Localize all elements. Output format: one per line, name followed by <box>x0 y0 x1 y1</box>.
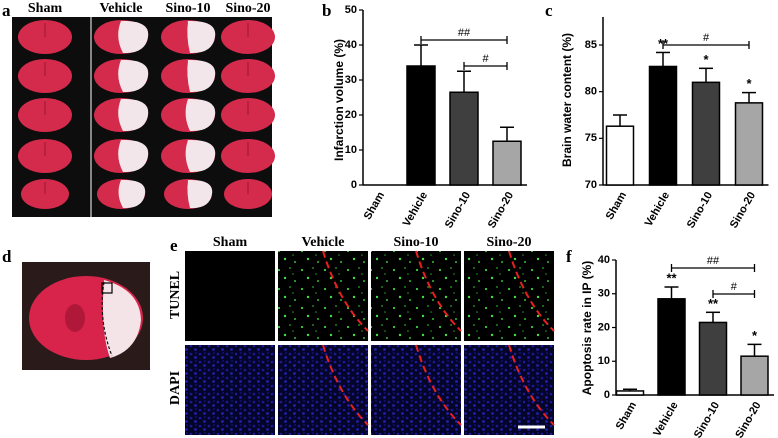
bar <box>734 102 764 186</box>
y-tick-label: 40 <box>598 254 610 266</box>
x-tick-label: Vehicle <box>401 190 430 229</box>
column-header: Sino-20 <box>225 1 270 16</box>
x-tick-label: Sham <box>614 400 639 432</box>
bar <box>605 125 635 186</box>
column-header: Sino-10 <box>165 1 210 16</box>
significance-mark: ** <box>708 296 719 311</box>
border-line <box>322 344 369 426</box>
bar <box>406 65 436 186</box>
infarct-area <box>187 20 216 54</box>
y-tick-label: 80 <box>585 86 597 98</box>
infarct-area <box>185 98 216 132</box>
infarct-area <box>118 98 149 132</box>
x-tick-label: Sham <box>362 190 387 222</box>
significance-mark: * <box>746 76 752 91</box>
micrograph <box>185 251 275 341</box>
y-tick-label: 20 <box>598 321 610 333</box>
column-header: Sino-10 <box>393 235 438 250</box>
border-line <box>415 250 462 332</box>
bar <box>615 390 645 396</box>
x-tick-label: Sino-10 <box>685 190 715 230</box>
x-tick-label: Sino-20 <box>728 190 758 230</box>
y-tick-label: 50 <box>345 4 357 16</box>
micrograph <box>371 345 461 435</box>
border-line <box>322 250 369 332</box>
column-header: Sino-20 <box>486 235 531 250</box>
micrograph <box>278 345 368 435</box>
comparison-label: # <box>731 281 738 293</box>
y-axis-label: Brain water content (%) <box>560 33 574 167</box>
comparison-label: # <box>703 32 710 44</box>
bar <box>449 91 479 186</box>
y-tick-label: 85 <box>585 39 597 51</box>
x-tick-label: Sino-10 <box>692 400 722 438</box>
y-tick-label: 75 <box>585 132 597 144</box>
row-header: DAPI <box>168 371 183 405</box>
y-axis-label: Infarction volume (%) <box>332 39 346 161</box>
bar <box>657 298 686 396</box>
infarct-area <box>187 59 216 93</box>
x-tick-label: Sino-20 <box>733 400 763 438</box>
row-header: TUNEL <box>168 271 183 319</box>
y-axis-label: Apoptosis rate in IP (%) <box>580 261 594 395</box>
y-tick-label: 30 <box>598 288 610 300</box>
significance-mark: * <box>703 52 709 67</box>
y-tick-label: 10 <box>598 355 610 367</box>
micrograph <box>464 345 554 435</box>
bar <box>698 321 728 396</box>
border-line <box>508 250 555 332</box>
brain-photo <box>29 276 143 360</box>
bar <box>691 81 721 186</box>
panel-label: d <box>2 247 12 266</box>
micrograph <box>278 251 368 341</box>
significance-mark: ** <box>666 270 677 285</box>
y-tick-label: 40 <box>345 39 357 51</box>
x-tick-label: Vehicle <box>643 190 672 229</box>
infarct-area <box>187 179 213 209</box>
micrograph <box>371 251 461 341</box>
comparison-label: ## <box>458 27 471 39</box>
micrographs <box>185 250 555 435</box>
y-tick-label: 0 <box>351 179 357 191</box>
y-tick-label: 10 <box>345 144 357 156</box>
panel-label: a <box>2 1 11 20</box>
infarct-area <box>118 139 149 173</box>
panel-label: b <box>322 1 331 20</box>
column-header: Vehicle <box>99 1 142 16</box>
panel-label: f <box>566 247 572 266</box>
comparison-label: # <box>482 53 489 65</box>
border-line <box>508 344 555 426</box>
panel-label: c <box>545 1 553 20</box>
x-tick-label: Sham <box>604 190 629 222</box>
infarct-area <box>185 139 216 173</box>
column-header: Sham <box>28 1 63 16</box>
x-tick-label: Vehicle <box>651 400 680 438</box>
bar <box>648 65 678 186</box>
column-header: Vehicle <box>301 235 344 250</box>
y-tick-label: 30 <box>345 74 357 86</box>
infarct-area <box>118 179 146 209</box>
infarct-area <box>118 20 149 54</box>
y-tick-label: 20 <box>345 109 357 121</box>
micrograph <box>464 251 554 341</box>
x-tick-label: Sino-10 <box>443 190 473 230</box>
infarct-area <box>118 59 149 93</box>
slice-photos <box>18 17 275 217</box>
border-line <box>415 344 462 426</box>
micrograph <box>185 345 275 435</box>
significance-mark: * <box>752 328 758 343</box>
panel-label: e <box>170 236 178 255</box>
column-header: Sham <box>213 235 248 250</box>
y-tick-label: 0 <box>604 389 610 401</box>
comparison-label: ## <box>707 255 720 267</box>
x-tick-label: Sino-20 <box>486 190 516 230</box>
y-tick-label: 70 <box>585 179 597 191</box>
bar <box>492 140 522 186</box>
bar <box>740 355 769 396</box>
